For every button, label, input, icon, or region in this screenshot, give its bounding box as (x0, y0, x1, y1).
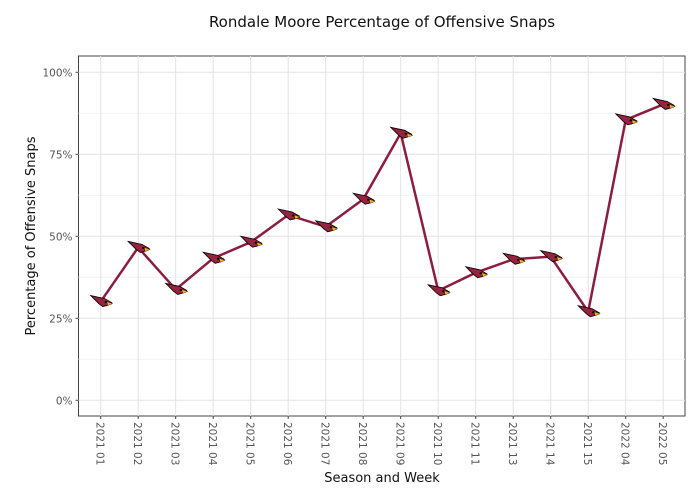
y-axis-label: Percentage of Offensive Snaps (24, 136, 39, 335)
markers (89, 97, 676, 318)
data-point-cardinals-logo-icon (89, 294, 114, 308)
data-point-cardinals-logo-icon (501, 252, 526, 265)
x-tick-label: 2021 10 (431, 422, 443, 465)
x-tick-label: 2021 02 (131, 422, 143, 465)
data-point-cardinals-logo-icon (426, 284, 451, 297)
x-tick-label: 2021 03 (169, 422, 181, 465)
data-point-cardinals-logo-icon (164, 282, 189, 295)
x-tick-label: 2021 09 (394, 422, 406, 465)
data-point-cardinals-logo-icon (314, 220, 339, 233)
x-tick-label: 2021 11 (469, 422, 481, 465)
y-tick-label: 50% (49, 231, 72, 243)
x-tick-label: 2022 05 (656, 422, 668, 465)
x-tick-label: 2021 06 (281, 422, 293, 466)
grid (78, 56, 685, 416)
series-line (99, 103, 664, 315)
data-point-cardinals-logo-icon (126, 240, 151, 253)
x-tick-label: 2021 01 (94, 422, 106, 465)
y-tick-label: 75% (49, 149, 72, 161)
x-tick-label: 2021 07 (319, 422, 331, 465)
x-tick-label: 2021 14 (544, 422, 556, 466)
x-axis: 2021 01 2021 02 2021 03 2021 04 2021 05 2021 … (94, 416, 668, 466)
x-tick-label: 2022 04 (619, 422, 631, 466)
x-tick-label: 2021 04 (206, 422, 218, 466)
x-tick-label: 2021 05 (244, 422, 256, 465)
data-point-cardinals-logo-icon (389, 126, 414, 139)
data-point-cardinals-logo-icon (201, 251, 226, 264)
x-tick-label: 2021 08 (356, 422, 368, 465)
y-tick-label: 100% (42, 67, 72, 79)
x-tick-label: 2021 13 (506, 422, 518, 465)
data-point-cardinals-logo-icon (351, 192, 376, 205)
y-tick-label: 0% (56, 395, 73, 407)
data-point-cardinals-logo-icon (651, 97, 676, 110)
data-point-cardinals-logo-icon (614, 113, 639, 126)
data-point-cardinals-logo-icon (539, 249, 564, 263)
y-axis: 0% 25% 50% 75% 100% (42, 67, 79, 407)
x-tick-label: 2021 15 (581, 422, 593, 465)
data-point-cardinals-logo-icon (239, 235, 264, 248)
data-point-cardinals-logo-icon (576, 305, 601, 318)
data-point-cardinals-logo-icon (464, 266, 489, 279)
y-tick-label: 25% (49, 313, 72, 325)
data-point-cardinals-logo-icon (276, 208, 301, 221)
chart-title: Rondale Moore Percentage of Offensive Sn… (209, 13, 555, 31)
x-axis-label: Season and Week (324, 471, 440, 486)
